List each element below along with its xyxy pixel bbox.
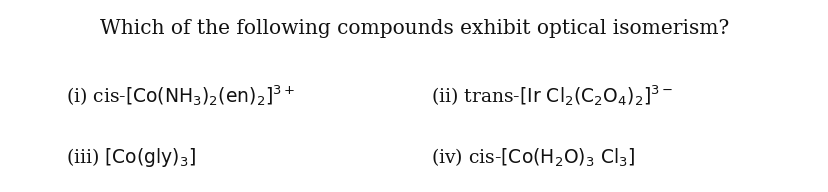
Text: (iii) $\left[\mathrm{Co(gly)_3}\right]$: (iii) $\left[\mathrm{Co(gly)_3}\right]$ — [66, 146, 196, 169]
Text: (iv) cis-$\left[\mathrm{Co(H_2O)_3\ Cl_3}\right]$: (iv) cis-$\left[\mathrm{Co(H_2O)_3\ Cl_3… — [431, 146, 635, 169]
Text: (i) cis-$\left[\mathrm{Co(NH_3)_2(en)_2}\right]^{3+}$: (i) cis-$\left[\mathrm{Co(NH_3)_2(en)_2}… — [66, 84, 295, 108]
Text: (ii) trans-$\left[\mathrm{Ir\ Cl_2(C_2O_4)_2}\right]^{3-}$: (ii) trans-$\left[\mathrm{Ir\ Cl_2(C_2O_… — [431, 84, 672, 108]
Text: Which of the following compounds exhibit optical isomerism?: Which of the following compounds exhibit… — [99, 19, 729, 38]
